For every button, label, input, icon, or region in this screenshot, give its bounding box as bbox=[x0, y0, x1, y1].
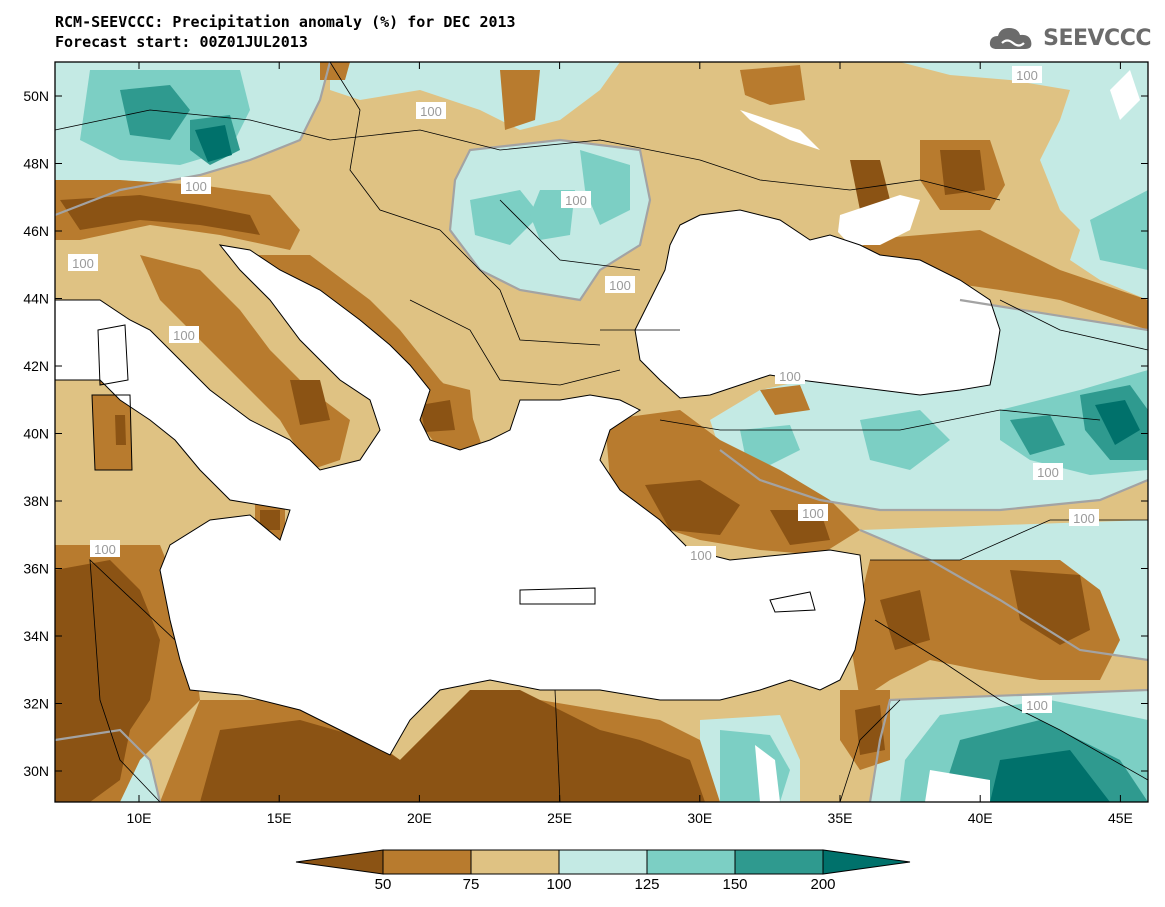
contour-label-bg bbox=[416, 102, 446, 119]
lat-tick-label: 44N bbox=[23, 291, 49, 307]
contour-label: 100 bbox=[690, 548, 712, 563]
lat-tick-label: 42N bbox=[23, 358, 49, 374]
contour-label: 100 bbox=[94, 542, 116, 557]
colorbar-label: 100 bbox=[546, 876, 571, 893]
contour-label: 100 bbox=[1037, 465, 1059, 480]
colorbar-swatch bbox=[734, 849, 824, 875]
logo-text: SEEVCCC bbox=[1043, 25, 1151, 51]
lon-tick-label: 20E bbox=[407, 810, 432, 826]
lat-tick-label: 38N bbox=[23, 493, 49, 509]
cloud-icon bbox=[990, 28, 1032, 49]
lat-tick-label: 30N bbox=[23, 763, 49, 779]
very-dry-areas bbox=[55, 150, 1090, 802]
colorbar-swatch bbox=[295, 849, 384, 875]
lon-tick-label: 25E bbox=[547, 810, 572, 826]
colorbar-label: 150 bbox=[722, 876, 747, 893]
contour-label: 100 bbox=[779, 369, 801, 384]
lat-tick-label: 32N bbox=[23, 696, 49, 712]
map-frame bbox=[54, 61, 1149, 803]
contour-label: 100 bbox=[1073, 511, 1095, 526]
contour-label: 100 bbox=[609, 278, 631, 293]
lat-tick-label: 40N bbox=[23, 426, 49, 442]
lon-tick-label: 40E bbox=[968, 810, 993, 826]
contour-label: 100 bbox=[1026, 698, 1048, 713]
title-line-2: Forecast start: 00Z01JUL2013 bbox=[55, 33, 308, 51]
contour-label-bg bbox=[775, 367, 805, 384]
lon-tick-label: 35E bbox=[828, 810, 853, 826]
lat-tick-label: 34N bbox=[23, 628, 49, 644]
lat-tick-label: 36N bbox=[23, 561, 49, 577]
contour-label: 100 bbox=[802, 506, 824, 521]
lat-tick-label: 48N bbox=[23, 156, 49, 172]
contour-label-bg bbox=[181, 177, 211, 194]
title-line-1: RCM-SEEVCCC: Precipitation anomaly (%) f… bbox=[55, 13, 516, 31]
colorbar-swatch bbox=[646, 849, 736, 875]
country-borders bbox=[55, 62, 1148, 802]
contour-label-bg bbox=[605, 276, 635, 293]
contour-label-bg bbox=[1012, 66, 1042, 83]
longitude-axis: 10E 15E 20E 25E 30E 35E 40E 45E bbox=[127, 62, 1133, 826]
lat-tick-label: 50N bbox=[23, 88, 49, 104]
coastlines bbox=[55, 209, 1001, 756]
lon-tick-label: 30E bbox=[687, 810, 712, 826]
contour-label-bg bbox=[798, 504, 828, 521]
contour-label: 100 bbox=[72, 256, 94, 271]
contour-label: 100 bbox=[185, 179, 207, 194]
lon-tick-label: 15E bbox=[267, 810, 292, 826]
lon-tick-label: 45E bbox=[1108, 810, 1133, 826]
contour-label-bg bbox=[169, 326, 199, 343]
colorbar-label: 125 bbox=[634, 876, 659, 893]
colorbar-label: 50 bbox=[375, 876, 392, 893]
colorbar-label: 200 bbox=[810, 876, 835, 893]
colorbar-swatch bbox=[382, 849, 472, 875]
contour-label-bg bbox=[561, 191, 591, 208]
colorbar-label: 75 bbox=[463, 876, 480, 893]
seevccc-logo: SEEVCCC bbox=[987, 22, 1151, 54]
latitude-axis: 50N 48N 46N 44N 42N 40N 38N 36N 34N 32N 30N bbox=[23, 88, 1148, 779]
contour-label: 100 bbox=[173, 328, 195, 343]
extreme-wet-areas bbox=[195, 125, 1140, 802]
contour-label-bg bbox=[1069, 509, 1099, 526]
contour-label: 100 bbox=[420, 104, 442, 119]
lon-tick-label: 10E bbox=[127, 810, 152, 826]
map-field bbox=[55, 62, 1148, 802]
sea bbox=[55, 70, 1140, 802]
contour-label-bg bbox=[1033, 463, 1063, 480]
contour-labels: 100 100 100 100 100 100 100 100 100 100 100 100 100 1… bbox=[68, 66, 1099, 713]
map-title: RCM-SEEVCCC: Precipitation anomaly (%) f… bbox=[55, 12, 516, 52]
contour-label: 100 bbox=[1016, 68, 1038, 83]
contour-label-bg bbox=[68, 254, 98, 271]
colorbar-swatch bbox=[822, 849, 911, 875]
contour-label-bg bbox=[90, 540, 120, 557]
contour-label-bg bbox=[686, 546, 716, 563]
lat-tick-label: 46N bbox=[23, 223, 49, 239]
colorbar-swatch bbox=[470, 849, 560, 875]
colorbar: 50 75 100 125 150 200 bbox=[295, 849, 911, 893]
contour-label: 100 bbox=[565, 193, 587, 208]
contour-label-bg bbox=[1022, 696, 1052, 713]
colorbar-swatch bbox=[558, 849, 648, 875]
